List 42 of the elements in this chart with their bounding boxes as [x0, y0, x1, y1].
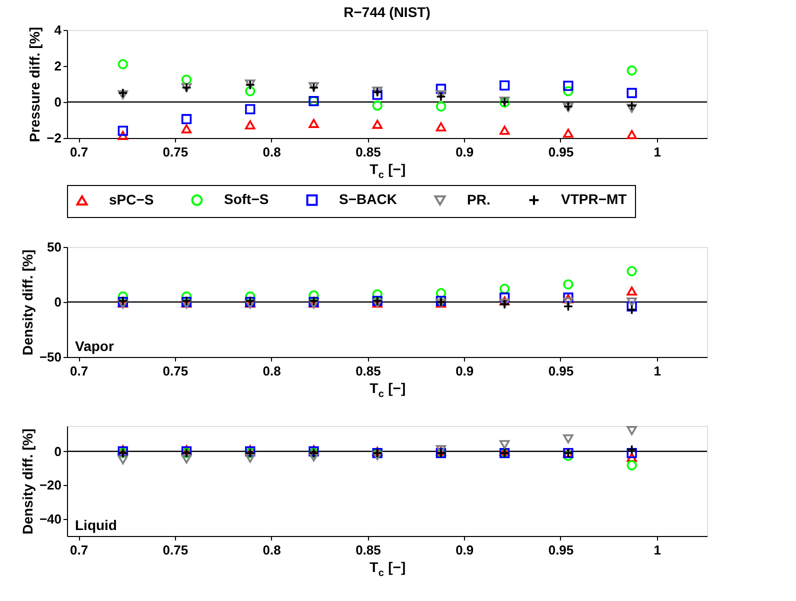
chart-title: R−744 (NIST): [344, 4, 430, 20]
x-tick-label: 0.95: [548, 542, 574, 558]
y-axis-title: Pressure diff. [%]: [26, 26, 43, 142]
legend-label: VTPR−MT: [561, 191, 628, 208]
x-tick-label: 0.75: [162, 542, 188, 558]
x-tick-label: 0.95: [548, 144, 574, 160]
y-tick-label: 0: [54, 444, 62, 459]
legend-label: S−BACK: [339, 191, 397, 208]
x-tick-label: 0.7: [70, 542, 88, 558]
x-tick-label: 0.95: [548, 364, 574, 378]
x-tick-label: 0.9: [456, 542, 474, 558]
legend-label: Soft−S: [224, 191, 269, 208]
y-axis-title: Density diff. [%]: [19, 428, 36, 534]
x-tick-label: 0.8: [262, 144, 281, 160]
y-tick-label: −40: [39, 512, 62, 527]
legend-label: PR.: [467, 191, 490, 208]
y-axis-title: Density diff. [%]: [19, 250, 36, 356]
y-tick-label: 4: [54, 22, 62, 38]
x-tick-label: 1: [654, 542, 661, 558]
x-tick-label: 0.9: [456, 144, 474, 160]
x-tick-label: 0.85: [356, 144, 381, 160]
x-tick-label: 0.75: [162, 144, 188, 160]
y-tick-label: 2: [54, 58, 62, 74]
x-tick-label: 0.85: [356, 364, 381, 378]
y-tick-label: −2: [46, 130, 62, 146]
x-tick-label: 1: [654, 364, 661, 378]
annotation: Liquid: [75, 517, 117, 533]
annotation: Vapor: [75, 338, 114, 354]
y-tick-label: 50: [47, 240, 62, 254]
x-tick-label: 0.8: [262, 364, 281, 378]
x-tick-label: 1: [654, 144, 661, 160]
x-tick-label: 0.85: [356, 542, 381, 558]
x-tick-label: 0.75: [162, 364, 188, 378]
y-tick-label: 0: [54, 294, 62, 310]
y-tick-label: −50: [39, 350, 62, 364]
y-tick-label: 0: [54, 94, 62, 110]
y-tick-label: −20: [39, 478, 62, 493]
x-tick-label: 0.9: [456, 364, 474, 378]
legend-label: sPC−S: [109, 191, 154, 208]
x-tick-label: 0.7: [70, 144, 88, 160]
x-tick-label: 0.7: [70, 364, 88, 378]
x-tick-label: 0.8: [262, 542, 281, 558]
